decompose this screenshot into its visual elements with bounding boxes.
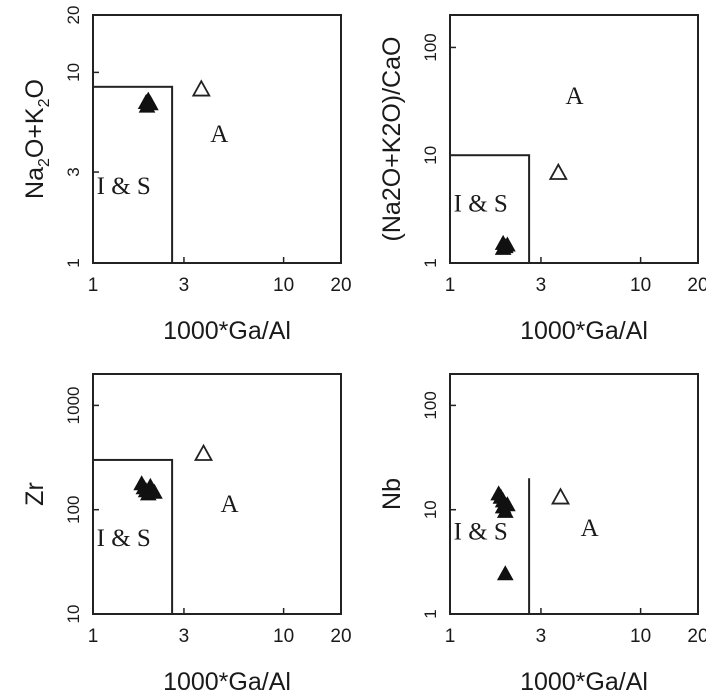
y-tick-label: 20 (64, 6, 83, 25)
panel-4: 1 3 10 20 1 10 100 1000*Ga/Al Nb I & S A (378, 373, 706, 696)
region-label-i-s: I & S (454, 191, 508, 218)
region-label-i-s: I & S (97, 525, 151, 552)
data-point-filled-triangle (494, 239, 512, 255)
y-axis-label: Zr (21, 482, 49, 506)
y-tick-label: 10 (64, 63, 83, 82)
panel-2: 1 3 10 20 1 10 100 1000*Ga/Al (Na2O+K2O)/CaO I & … (378, 14, 706, 345)
region-label-a: A (565, 83, 583, 110)
y-tick-label: 10 (64, 605, 83, 624)
axis-frame (449, 14, 699, 264)
y-tick-label: 100 (421, 33, 440, 61)
y-tick-label: 100 (64, 496, 83, 524)
axis-frame (449, 373, 699, 615)
x-tick-label: 10 (630, 626, 651, 647)
x-axis-label: 1000*Ga/Al (163, 317, 291, 345)
y-tick-label: 10 (421, 500, 440, 519)
data-point-open-triangle (193, 443, 214, 461)
region-label-i-s: I & S (454, 518, 508, 545)
x-tick-label: 3 (179, 275, 190, 296)
region-label-a: A (581, 515, 599, 542)
discrimination-boundary (92, 85, 174, 265)
x-tick-label: 1 (445, 626, 456, 647)
x-tick-label: 3 (179, 626, 190, 647)
axis-frame (92, 373, 342, 615)
y-tick-label: 100 (421, 391, 440, 419)
region-label-i-s: I & S (97, 173, 151, 200)
x-tick-label: 20 (330, 275, 351, 296)
y-tick-label: 1000 (64, 386, 83, 424)
x-tick-label: 20 (687, 626, 706, 647)
x-axis-label: 1000*Ga/Al (163, 668, 291, 696)
x-tick-label: 3 (536, 626, 547, 647)
region-label-a: A (210, 121, 228, 148)
x-tick-label: 1 (88, 626, 99, 647)
data-point-filled-triangle (496, 502, 514, 518)
y-axis-label: Nb (378, 478, 406, 510)
x-axis-label: 1000*Ga/Al (520, 317, 648, 345)
y-axis-label: (Na2O+K2O)/CaO (378, 37, 406, 242)
region-label-a: A (220, 491, 238, 518)
data-point-open-triangle (191, 79, 211, 97)
x-axis-label: 1000*Ga/Al (520, 668, 648, 696)
y-axis-label: Na2O+K2O (21, 79, 53, 199)
y-tick-label: 1 (421, 258, 440, 267)
y-tick-label: 3 (64, 167, 83, 176)
x-tick-label: 10 (273, 626, 294, 647)
x-tick-label: 10 (630, 275, 651, 296)
x-tick-label: 1 (445, 275, 456, 296)
discrimination-boundary (449, 154, 531, 265)
panel-1: 1 3 10 20 1 3 10 20 1000*Ga/Al Na2O+K2O I & S A (21, 6, 352, 345)
data-point-filled-triangle (138, 97, 156, 113)
y-tick-label: 10 (421, 146, 440, 165)
data-point-open-triangle (548, 162, 568, 180)
data-point-open-triangle (550, 487, 571, 505)
x-tick-label: 10 (273, 275, 294, 296)
discrimination-boundary (92, 458, 174, 615)
x-tick-label: 1 (88, 275, 99, 296)
x-tick-label: 20 (687, 275, 706, 296)
data-point-filled-triangle (496, 565, 514, 581)
y-tick-label: 1 (64, 258, 83, 267)
data-point-filled-triangle (146, 483, 163, 499)
x-tick-label: 20 (330, 626, 351, 647)
panel-3: 1 3 10 20 10 100 1000 1000*Ga/Al Zr I & S A (21, 373, 352, 696)
x-tick-label: 3 (536, 275, 547, 296)
y-tick-label: 1 (421, 609, 440, 618)
